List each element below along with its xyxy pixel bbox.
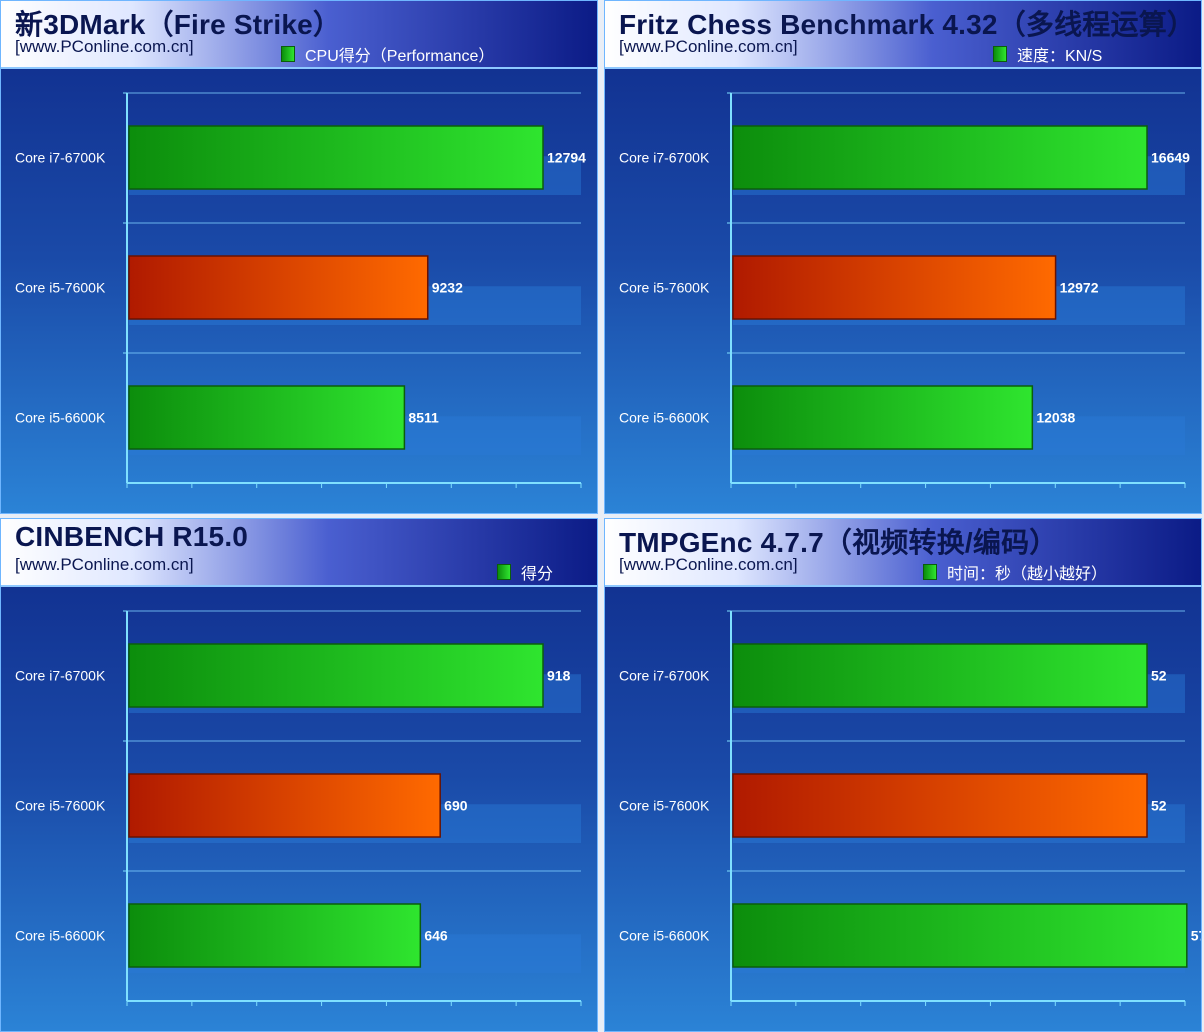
- bar: [732, 773, 1148, 838]
- category-label: Core i7-6700K: [619, 150, 710, 166]
- chart-title: 新3DMark（Fire Strike）: [15, 9, 342, 40]
- chart-source: [www.PConline.com.cn]: [15, 37, 194, 56]
- legend-label: 速度：KN/S: [1017, 48, 1103, 65]
- bar: [732, 643, 1148, 708]
- panel-header: Fritz Chess Benchmark 4.32（多线程运算） [www.P…: [605, 1, 1201, 69]
- data-label: 52: [1151, 798, 1167, 814]
- chart-source: [www.PConline.com.cn]: [619, 555, 798, 574]
- chart-legend: 得分: [497, 560, 553, 584]
- bar-chart-plot: 16649 Core i7-6700K 12972 Core i5-7600K 1203…: [619, 92, 1190, 488]
- chart-legend: 时间：秒（越小越好）: [923, 560, 1107, 584]
- data-label: 9232: [432, 280, 463, 296]
- category-label: Core i5-7600K: [15, 798, 106, 814]
- legend-label: CPU得分（Performance）: [305, 48, 495, 65]
- bar-chart-plot: 918 Core i7-6700K 690 Core i5-7600K 646 Core …: [15, 610, 582, 1006]
- data-label: 646: [424, 928, 448, 944]
- bar-chart-plot: 12794 Core i7-6700K 9232 Core i5-7600K 8511 C…: [15, 92, 586, 488]
- chart-source: [www.PConline.com.cn]: [15, 555, 194, 574]
- category-label: Core i5-7600K: [619, 798, 710, 814]
- panel-header: TMPGEnc 4.7.7（视频转换/编码） [www.PConline.com…: [605, 519, 1201, 587]
- bar: [732, 385, 1034, 450]
- category-label: Core i5-6600K: [15, 410, 106, 426]
- category-label: Core i7-6700K: [15, 668, 106, 684]
- category-label: Core i5-6600K: [15, 928, 106, 944]
- category-label: Core i5-6600K: [619, 410, 710, 426]
- data-label: 12038: [1036, 410, 1075, 426]
- chart-legend: CPU得分（Performance）: [281, 42, 494, 66]
- panel-header: 新3DMark（Fire Strike） [www.PConline.com.c…: [1, 1, 597, 69]
- bar: [128, 255, 429, 320]
- chart-title: CINBENCH R15.0: [15, 521, 249, 552]
- bar-chart-plot: 52 Core i7-6700K 52 Core i5-7600K 57 Core i5-…: [619, 610, 1202, 1006]
- data-label: 57: [1191, 928, 1202, 944]
- chart-panel-3dmark: 新3DMark（Fire Strike） [www.PConline.com.c…: [0, 0, 598, 514]
- legend-swatch-icon: [993, 46, 1007, 62]
- bar: [732, 125, 1148, 190]
- category-label: Core i5-7600K: [15, 280, 106, 296]
- category-label: Core i5-7600K: [619, 280, 710, 296]
- chart-legend: 速度：KN/S: [993, 42, 1102, 66]
- bar: [732, 903, 1188, 968]
- chart-title: Fritz Chess Benchmark 4.32（多线程运算）: [619, 9, 1196, 40]
- chart-panel-tmpgenc: TMPGEnc 4.7.7（视频转换/编码） [www.PConline.com…: [604, 518, 1202, 1032]
- bar: [128, 385, 406, 450]
- chart-title: TMPGEnc 4.7.7（视频转换/编码）: [619, 527, 1058, 558]
- data-label: 690: [444, 798, 468, 814]
- data-label: 12794: [547, 150, 586, 166]
- data-label: 918: [547, 668, 571, 684]
- chart-panel-fritz-chess: Fritz Chess Benchmark 4.32（多线程运算） [www.P…: [604, 0, 1202, 514]
- bar: [128, 643, 544, 708]
- data-label: 16649: [1151, 150, 1190, 166]
- panel-header: CINBENCH R15.0 [www.PConline.com.cn] 得分: [1, 519, 597, 587]
- legend-swatch-icon: [281, 46, 295, 62]
- bar: [128, 125, 544, 190]
- bar: [128, 773, 441, 838]
- category-label: Core i7-6700K: [15, 150, 106, 166]
- chart-source: [www.PConline.com.cn]: [619, 37, 798, 56]
- data-label: 12972: [1060, 280, 1099, 296]
- legend-label: 得分: [521, 566, 554, 583]
- category-label: Core i5-6600K: [619, 928, 710, 944]
- category-label: Core i7-6700K: [619, 668, 710, 684]
- legend-label: 时间：秒（越小越好）: [947, 566, 1108, 583]
- data-label: 8511: [408, 410, 439, 426]
- legend-swatch-icon: [923, 564, 937, 580]
- chart-panel-cinebench: CINBENCH R15.0 [www.PConline.com.cn] 得分 …: [0, 518, 598, 1032]
- bar: [128, 903, 422, 968]
- legend-swatch-icon: [497, 564, 511, 580]
- data-label: 52: [1151, 668, 1167, 684]
- bar: [732, 255, 1057, 320]
